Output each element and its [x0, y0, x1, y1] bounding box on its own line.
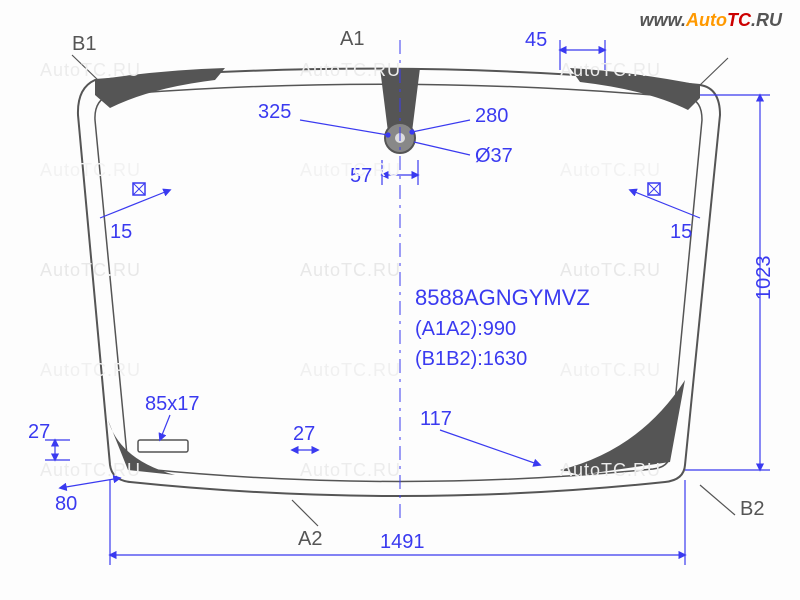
- wm: AutoTC.RU: [300, 160, 401, 181]
- site-tc: TC: [727, 10, 751, 30]
- wm: AutoTC.RU: [560, 260, 661, 281]
- wm: AutoTC.RU: [40, 260, 141, 281]
- wm: AutoTC.RU: [300, 460, 401, 481]
- wm: AutoTC.RU: [560, 360, 661, 381]
- wm: AutoTC.RU: [560, 60, 661, 81]
- site-url: www.AutoTC.RU: [640, 10, 782, 31]
- wm: AutoTC.RU: [300, 360, 401, 381]
- wm: AutoTC.RU: [560, 460, 661, 481]
- wm: AutoTC.RU: [40, 60, 141, 81]
- site-ru: .RU: [751, 10, 782, 30]
- wm: AutoTC.RU: [40, 460, 141, 481]
- site-auto: Auto: [686, 10, 727, 30]
- wm: AutoTC.RU: [300, 260, 401, 281]
- wm: AutoTC.RU: [560, 160, 661, 181]
- watermark-layer: AutoTC.RU AutoTC.RU AutoTC.RU AutoTC.RU …: [0, 0, 800, 600]
- wm: AutoTC.RU: [40, 360, 141, 381]
- site-www: www.: [640, 10, 686, 30]
- wm: AutoTC.RU: [300, 60, 401, 81]
- wm: AutoTC.RU: [40, 160, 141, 181]
